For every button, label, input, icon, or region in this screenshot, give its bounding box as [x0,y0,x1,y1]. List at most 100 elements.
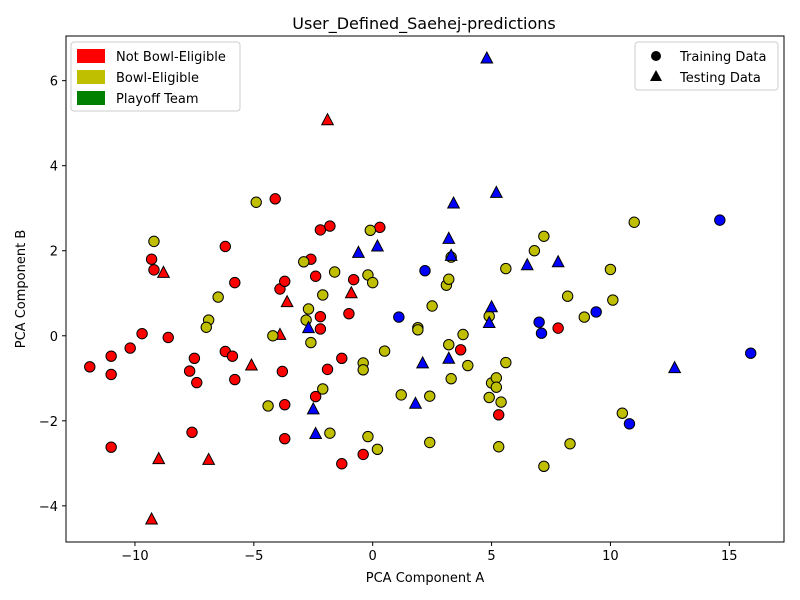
training-point [279,432,291,445]
testing-point [446,195,461,209]
training-point [362,430,374,443]
training-point [343,307,355,320]
training-point [500,262,512,275]
plot-frame [65,35,785,543]
training-point [616,407,629,419]
training-point [269,193,281,205]
training-point [324,220,336,232]
marker-legend: Training Data Testing Data [634,41,779,91]
testing-point [202,452,216,465]
training-point [493,409,505,421]
training-point [493,441,505,453]
training-point [538,460,550,473]
training-point [443,339,455,351]
testing-point [520,257,534,271]
training-point [229,373,241,386]
training-point [374,221,386,234]
training-point [302,303,315,315]
training-point [305,336,317,349]
x-axis-label: PCA Component A [366,571,485,586]
training-point [490,372,503,384]
training-point [84,361,96,373]
legend-swatch-not-bowl-eligible [77,49,105,63]
training-point [366,276,379,289]
y-tick-label: 6 [50,75,58,90]
x-axis-ticks: −10 −5 0 5 10 15 [121,542,738,564]
training-point [347,273,360,286]
testing-point [152,451,166,465]
training-point [590,306,602,318]
training-point [317,383,329,395]
training-point [561,290,574,302]
training-point [623,418,636,430]
training-point [324,427,336,439]
legend-triangle-marker [650,70,662,81]
y-tick-label: 4 [50,160,58,175]
legend-label-not-bowl-eligible: Not Bowl-Eligible [116,50,226,65]
training-point [483,391,495,404]
marker-legend-box [634,41,779,91]
testing-point [144,511,159,525]
training-point [183,365,196,377]
training-point [162,331,174,344]
training-point [357,364,369,376]
testing-point [351,245,366,258]
training-point [607,294,619,306]
testing-point [408,396,423,409]
training-point [309,270,322,282]
training-point [535,327,548,339]
color-legend-box [70,41,241,112]
y-tick-label: 0 [50,330,58,345]
testing-point [442,351,456,364]
training-point [317,289,329,301]
training-point [424,436,436,449]
training-point [336,458,348,470]
testing-point [484,299,499,313]
training-point [276,365,289,378]
testing-point [156,265,171,278]
testing-point [489,185,503,198]
testing-point [668,360,682,374]
testing-point [551,254,565,268]
y-axis-ticks: −4 −2 0 2 4 6 [39,75,66,515]
training-point [378,345,391,357]
training-point [393,311,405,323]
training-point [443,273,455,285]
training-point [395,389,407,401]
training-point [279,275,291,288]
legend-swatch-playoff-team [77,91,105,105]
training-point [364,224,377,237]
training-point [457,328,469,341]
training-point [200,321,212,333]
x-tick-label: 0 [369,549,377,564]
training-point [279,398,291,411]
testing-point [444,248,458,261]
x-tick-label: 15 [721,549,738,564]
training-point [267,330,279,342]
training-point [490,381,503,393]
y-tick-label: −2 [39,415,58,430]
x-tick-label: 5 [487,549,495,564]
training-point [105,350,117,362]
training-point [314,224,327,236]
testing-point [415,355,430,369]
legend-label-training-data: Training Data [679,50,766,65]
training-point [538,230,550,242]
training-point [357,448,369,461]
training-point [219,240,231,253]
training-point [445,373,457,385]
training-point [298,256,310,268]
training-point [714,214,726,226]
testing-point [301,320,316,334]
training-point [424,390,436,402]
legend-swatch-bowl-eligible [77,70,105,84]
training-point [328,266,341,278]
training-point [426,300,438,312]
training-point [604,263,617,276]
x-tick-label: 10 [602,549,619,564]
training-point [500,356,512,369]
training-point [371,443,384,456]
legend-label-playoff-team: Playoff Team [116,92,199,107]
training-point [250,196,262,208]
